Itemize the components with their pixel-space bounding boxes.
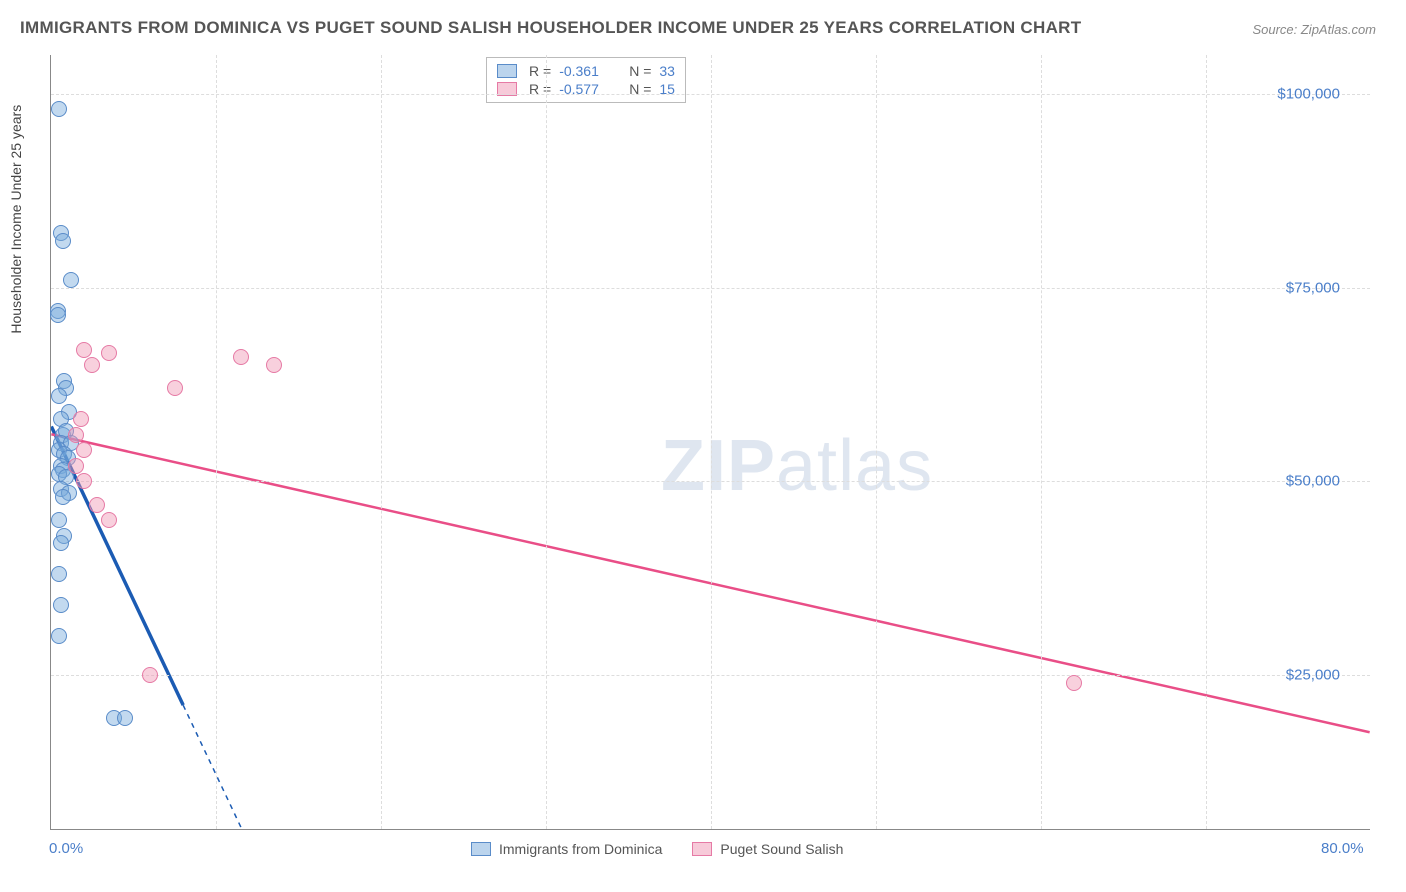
data-marker	[68, 427, 84, 443]
data-marker	[101, 512, 117, 528]
data-marker	[51, 388, 67, 404]
n-label: N =	[629, 63, 651, 79]
data-marker	[73, 411, 89, 427]
data-marker	[101, 345, 117, 361]
data-marker	[84, 357, 100, 373]
data-marker	[76, 442, 92, 458]
correlation-row: R = -0.361 N = 33	[497, 62, 675, 80]
data-marker	[89, 497, 105, 513]
r-label: R =	[529, 63, 551, 79]
gridline-v	[1041, 55, 1042, 829]
plot-area: ZIPatlas R =-0.361N =33R =-0.577N =15 Im…	[50, 55, 1370, 830]
data-marker	[1066, 675, 1082, 691]
data-marker	[50, 307, 66, 323]
ytick-label: $100,000	[1277, 85, 1340, 102]
gridline-v	[216, 55, 217, 829]
gridline-v	[711, 55, 712, 829]
watermark: ZIPatlas	[661, 425, 933, 507]
legend-item: Puget Sound Salish	[692, 841, 843, 857]
gridline-v	[1206, 55, 1207, 829]
swatch-icon	[692, 842, 712, 856]
n-value: 33	[659, 63, 675, 79]
correlation-box: R = -0.361 N = 33R =-0.577N =15	[486, 57, 686, 103]
r-value: -0.361	[559, 63, 615, 79]
chart-title: IMMIGRANTS FROM DOMINICA VS PUGET SOUND …	[20, 18, 1081, 38]
data-marker	[266, 357, 282, 373]
swatch-icon	[471, 842, 491, 856]
data-marker	[68, 458, 84, 474]
data-marker	[55, 489, 71, 505]
data-marker	[63, 272, 79, 288]
gridline-v	[381, 55, 382, 829]
data-marker	[55, 233, 71, 249]
ytick-label: $50,000	[1286, 473, 1340, 490]
data-marker	[53, 597, 69, 613]
xtick-label: 80.0%	[1321, 840, 1364, 857]
data-marker	[233, 349, 249, 365]
data-marker	[51, 628, 67, 644]
bottom-legend: Immigrants from Dominica Puget Sound Sali…	[471, 841, 843, 857]
data-marker	[76, 342, 92, 358]
gridline-v	[546, 55, 547, 829]
data-marker	[51, 101, 67, 117]
xtick-label: 0.0%	[49, 840, 83, 857]
correlation-row: R =-0.577N =15	[497, 80, 675, 98]
data-marker	[51, 566, 67, 582]
source-credit: Source: ZipAtlas.com	[1252, 22, 1376, 37]
yaxis-label: Householder Income Under 25 years	[8, 105, 24, 334]
ytick-label: $25,000	[1286, 667, 1340, 684]
legend-label: Puget Sound Salish	[720, 841, 843, 857]
data-marker	[76, 473, 92, 489]
data-marker	[53, 535, 69, 551]
data-marker	[142, 667, 158, 683]
data-marker	[51, 512, 67, 528]
data-marker	[117, 710, 133, 726]
gridline-v	[876, 55, 877, 829]
data-marker	[167, 380, 183, 396]
swatch-icon	[497, 64, 517, 78]
legend-item: Immigrants from Dominica	[471, 841, 662, 857]
legend-label: Immigrants from Dominica	[499, 841, 662, 857]
ytick-label: $75,000	[1286, 279, 1340, 296]
